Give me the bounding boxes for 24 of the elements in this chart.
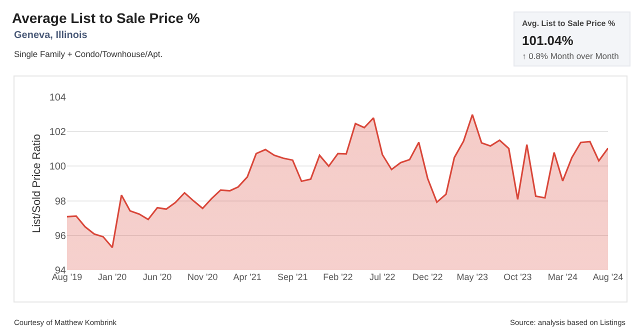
y-axis-title: List/Sold Price Ratio	[30, 134, 43, 234]
y-tick-label: 104	[49, 92, 66, 104]
y-tick-label: 98	[54, 196, 66, 208]
x-tick-label: Mar '24	[548, 272, 578, 282]
y-tick-label: 102	[49, 127, 66, 138]
chart-subtitle: Geneva, Illinois	[14, 30, 88, 41]
x-tick-label: Oct '23	[504, 272, 532, 282]
text: Avg. List to Sale Price %	[522, 19, 616, 28]
x-tick-label: Jun '20	[142, 272, 172, 282]
text: ↑ 0.8% Month over Month	[522, 51, 620, 61]
chart-title: Average List to Sale Price %	[12, 10, 200, 26]
x-tick-label: Feb '22	[323, 272, 353, 282]
y-tick-label: 100	[49, 162, 66, 173]
x-tick-label: Apr '21	[233, 272, 262, 282]
y-tick-label: 96	[54, 230, 66, 242]
x-tick-label: Dec '22	[412, 272, 443, 282]
text: Single Family + Condo/Townhouse/Apt.	[14, 49, 163, 59]
x-tick-label: Jan '20	[98, 272, 127, 282]
text: 101.04%	[522, 33, 574, 48]
x-tick-label: May '23	[456, 272, 488, 282]
x-tick-label: Jul '22	[369, 272, 396, 282]
x-tick-label: Nov '20	[188, 272, 218, 282]
x-tick-label: Aug '24	[592, 272, 624, 282]
x-tick-label: Sep '21	[278, 272, 308, 282]
